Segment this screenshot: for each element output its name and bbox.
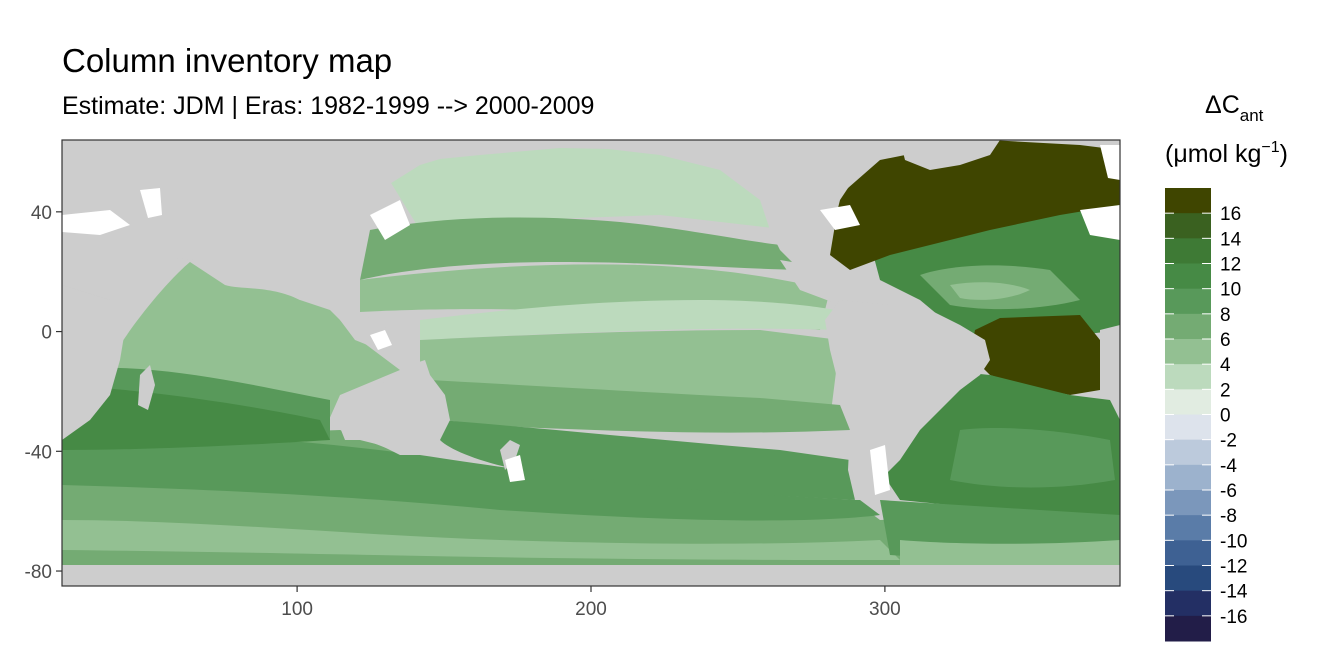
x-tick-label: 300 — [869, 599, 901, 620]
legend-swatch — [1165, 288, 1211, 315]
southern-ocean-far-south — [62, 520, 900, 560]
legend-swatch — [1165, 540, 1211, 566]
land-australia — [335, 360, 450, 455]
legend-title-subscript: ant — [1240, 106, 1264, 125]
legend-swatch — [1165, 364, 1211, 390]
land-madagascar — [138, 365, 155, 410]
map-title: Column inventory map — [62, 42, 393, 79]
legend-swatch — [1165, 339, 1211, 365]
south-pacific-south — [440, 420, 860, 500]
legend-swatch — [1165, 389, 1211, 415]
legend-break-label: 10 — [1220, 280, 1241, 301]
north-pacific-north — [380, 148, 790, 230]
white-indonesia — [370, 330, 392, 350]
legend-break-label: -2 — [1220, 431, 1237, 452]
land-africa-west — [62, 285, 125, 440]
legend-break-label: 14 — [1220, 229, 1242, 250]
north-atlantic-gyre-inner — [950, 282, 1030, 300]
no-data-regions — [62, 145, 1120, 495]
white-caspian — [140, 188, 162, 218]
legend-break-label: -10 — [1220, 531, 1247, 552]
legend-unit: (μmol kg−1) — [1165, 139, 1288, 168]
legend-labels: 16 14 12 10 8 6 4 2 0 -2 -4 -6 -8 -10 -12 -14 -16 — [1220, 204, 1248, 628]
legend-swatch — [1165, 515, 1211, 541]
y-tick-label: 0 — [41, 323, 52, 344]
legend-swatch — [1165, 238, 1211, 264]
equatorial-pacific — [420, 300, 838, 340]
north-atlantic-high — [830, 140, 1120, 270]
legend-break-label: -14 — [1220, 582, 1248, 603]
white-labrador — [1080, 205, 1120, 240]
legend-title: ΔCant — [1205, 91, 1264, 125]
legend-break-label: -6 — [1220, 481, 1237, 502]
legend-break-label: 16 — [1220, 204, 1241, 225]
y-tick-label: -80 — [25, 562, 52, 583]
legend-break-label: 8 — [1220, 305, 1231, 326]
legend-break-label: -4 — [1220, 456, 1237, 477]
map-panel — [62, 140, 1120, 586]
legend-break-label: 12 — [1220, 255, 1241, 276]
equatorial-atlantic-high — [970, 315, 1100, 395]
legend: ΔCant (μmol kg−1) 16 14 12 10 8 6 4 2 0 -2 -4 -6 -8 -… — [1165, 91, 1288, 642]
legend-break-label: 0 — [1220, 406, 1231, 427]
x-tick-label: 200 — [575, 599, 607, 620]
white-baltic — [1100, 145, 1120, 180]
legend-swatch — [1165, 263, 1211, 290]
land-africa-east — [1100, 325, 1120, 410]
land-antarctica — [62, 565, 1120, 586]
x-tick-label: 100 — [281, 599, 313, 620]
legend-swatch — [1165, 490, 1211, 516]
legend-swatch — [1165, 213, 1211, 239]
indian-ocean-south-deep — [62, 385, 330, 450]
x-axis: 100 200 300 — [281, 586, 901, 620]
legend-swatch — [1165, 464, 1211, 491]
y-tick-label: 40 — [31, 203, 52, 224]
legend-swatch — [1165, 414, 1211, 441]
north-pacific-mid — [360, 217, 800, 280]
y-axis: 40 0 -40 -80 — [25, 203, 62, 583]
legend-swatch — [1165, 615, 1211, 642]
legend-swatch — [1165, 188, 1211, 214]
legend-break-label: -12 — [1220, 557, 1247, 578]
legend-unit-exponent: −1 — [1261, 139, 1279, 156]
legend-colorbar — [1165, 188, 1211, 642]
continents — [62, 140, 1120, 586]
land-new-zealand — [500, 440, 520, 470]
south-atlantic-inner — [950, 428, 1115, 488]
legend-unit-open: (μmol kg — [1165, 140, 1261, 168]
legend-swatch — [1165, 439, 1211, 466]
map-subtitle: Estimate: JDM | Eras: 1982-1999 --> 2000… — [62, 92, 595, 120]
legend-break-label: 2 — [1220, 380, 1231, 401]
white-patagonia — [870, 445, 890, 495]
southern-ocean-band — [62, 435, 880, 521]
land-greenland — [900, 140, 1000, 170]
y-tick-label: -40 — [25, 442, 52, 463]
land-north-america — [560, 140, 880, 270]
white-okhotsk — [370, 200, 410, 240]
white-hudson — [820, 205, 860, 230]
white-bass — [505, 455, 525, 482]
south-pacific-mid — [430, 380, 850, 433]
land-south-america — [825, 300, 990, 500]
legend-swatch — [1165, 313, 1211, 340]
land-eurasia — [62, 140, 470, 300]
legend-break-label: -16 — [1220, 607, 1247, 628]
legend-swatch — [1165, 590, 1211, 617]
legend-unit-close: ) — [1280, 140, 1288, 168]
legend-break-label: -8 — [1220, 506, 1237, 527]
legend-title-symbol: ΔC — [1205, 91, 1240, 119]
white-arctic-asia — [62, 210, 130, 235]
legend-break-label: 4 — [1220, 355, 1231, 376]
legend-break-label: 6 — [1220, 330, 1231, 351]
legend-swatch — [1165, 565, 1211, 592]
